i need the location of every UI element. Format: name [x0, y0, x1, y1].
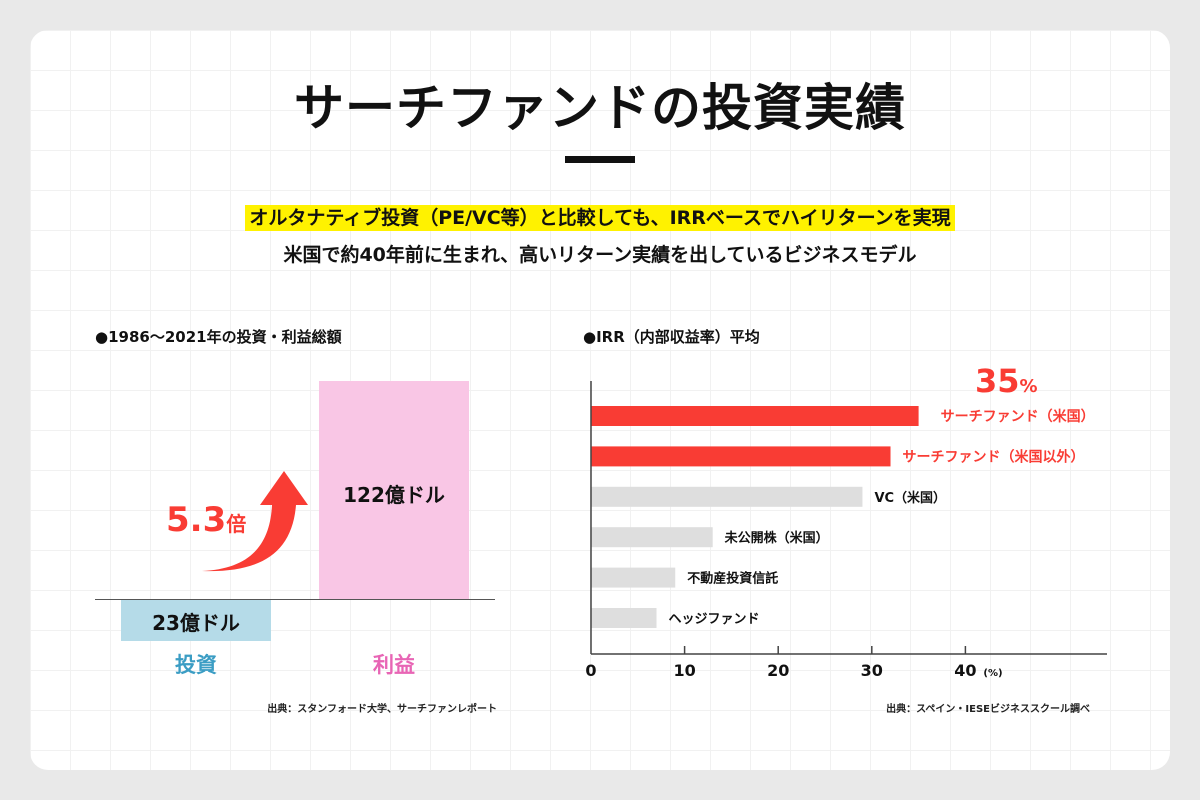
invest-category-label: 投資	[175, 653, 217, 677]
growth-arrow-icon	[202, 471, 308, 572]
x-tick-label: 20	[767, 661, 789, 680]
x-unit-label: (%)	[983, 668, 1002, 679]
baseline	[95, 599, 495, 600]
irr-bar	[591, 406, 919, 426]
invest-bar	[121, 599, 271, 641]
profit-category-label: 利益	[373, 653, 415, 677]
irr-bar-label: 未公開株（米国）	[724, 530, 829, 546]
subtitle-highlighted: オルタナティブ投資（PE/VC等）と比較しても、IRRベースでハイリターンを実現	[245, 205, 955, 231]
irr-bar-label: VC（米国）	[874, 490, 946, 506]
x-tick-label: 40	[954, 661, 976, 680]
irr-bar-label: サーチファンド（米国以外）	[903, 448, 1085, 465]
title-divider	[565, 156, 635, 163]
irr-bar	[591, 608, 657, 628]
subtitle: 米国で約40年前に生まれ、高いリターン実績を出しているビジネスモデル	[283, 244, 917, 266]
x-tick-label: 0	[585, 661, 596, 680]
irr-bar-label: ヘッジファンド	[669, 612, 760, 627]
irr-bar	[591, 446, 891, 467]
invest-value-label: 23億ドル	[152, 611, 240, 635]
irr-bar	[591, 527, 713, 548]
infographic-card	[30, 30, 1170, 770]
profit-value-label: 122億ドル	[343, 483, 445, 507]
irr-bar-chart: サーチファンド（米国） サーチファンド（米国以外） VC（米国） 未公開株（米国） 不動…	[585, 381, 1107, 680]
irr-bar-label: 不動産投資信託	[687, 571, 778, 587]
x-tick-label: 10	[673, 661, 695, 680]
left-source: 出典：スタンフォード大学、サーチファンレポート	[267, 704, 497, 715]
multiplier-annotation: 5.3倍	[166, 500, 247, 540]
irr-bar	[591, 567, 676, 588]
right-source: 出典：スペイン・IESEビジネススクール調べ	[886, 704, 1090, 715]
page-title: サーチファンドの投資実績	[294, 79, 906, 137]
irr-annotation: 35%	[975, 362, 1038, 400]
x-tick-label: 30	[861, 661, 883, 680]
irr-bar-label: サーチファンド（米国）	[941, 408, 1095, 425]
profit-bar	[319, 381, 469, 599]
irr-bar	[591, 486, 863, 507]
right-chart-title: ●IRR（内部収益率）平均	[583, 328, 760, 346]
left-chart-title: ●1986〜2021年の投資・利益総額	[95, 328, 342, 346]
